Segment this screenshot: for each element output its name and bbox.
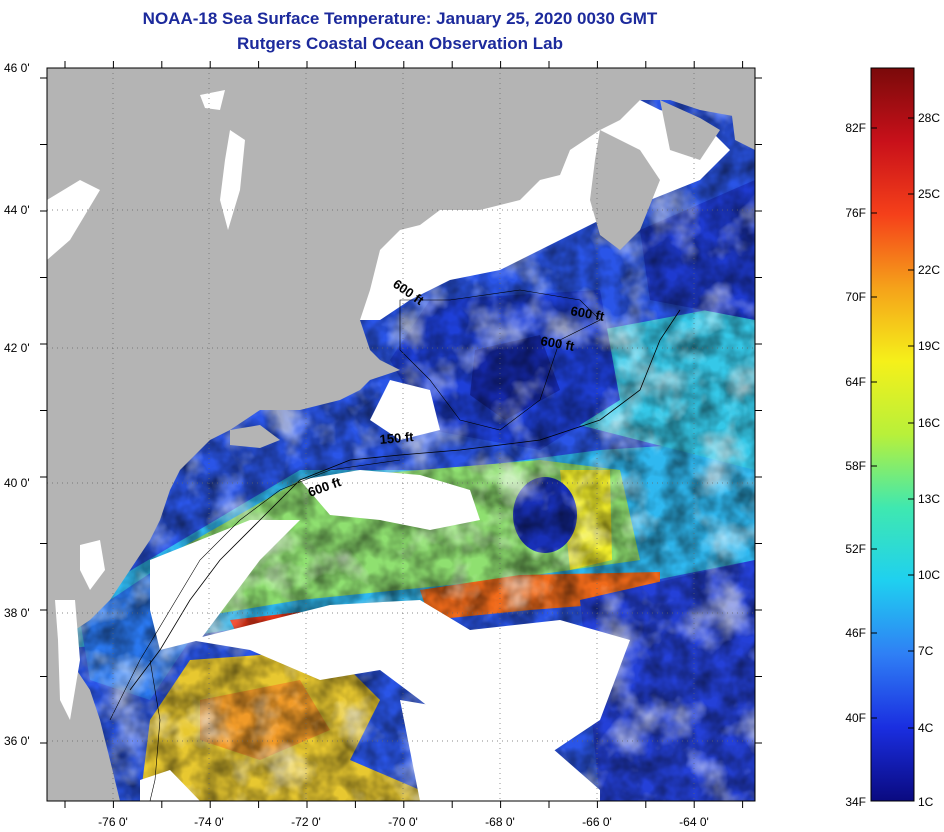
land-mass-cape-breton <box>730 90 755 150</box>
celsius-label: 4C <box>918 721 934 735</box>
delaware-bay <box>80 540 105 590</box>
lake-feature <box>200 90 225 110</box>
fahrenheit-label: 34F <box>845 795 866 809</box>
fahrenheit-scale: 82F 76F 70F 64F 58F 52F 46F 40F 34F <box>845 121 866 809</box>
lon-label: -68 0' <box>485 815 515 829</box>
fahrenheit-label: 52F <box>845 542 866 556</box>
celsius-label: 1C <box>918 795 934 809</box>
fahrenheit-label: 64F <box>845 375 866 389</box>
contour-label: 600 ft <box>569 303 606 324</box>
lat-label: 38 0' <box>4 606 30 620</box>
color-scale-bar: 82F 76F 70F 64F 58F 52F 46F 40F 34F 28C … <box>845 67 940 809</box>
fahrenheit-label: 76F <box>845 206 866 220</box>
map-subtitle: Rutgers Coastal Ocean Observation Lab <box>237 34 563 53</box>
grid-lines <box>47 68 755 801</box>
lon-label: -74 0' <box>194 815 224 829</box>
land-mass-long-island <box>230 425 280 448</box>
latitude-axis: 46 0' 44 0' 42 0' 40 0' 38 0' 36 0' <box>4 61 30 748</box>
celsius-label: 16C <box>918 416 940 430</box>
lat-label: 44 0' <box>4 203 30 217</box>
map-area: 600 ft 600 ft 600 ft 150 ft 600 ft <box>47 68 755 801</box>
celsius-label: 10C <box>918 568 940 582</box>
contour-600ft-shelf <box>129 309 681 691</box>
contour-hatteras <box>149 659 161 801</box>
contour-150ft-shelf <box>109 459 401 721</box>
lon-label: -64 0' <box>679 815 709 829</box>
contour-label: 600 ft <box>539 333 576 354</box>
lake-ontario-area <box>47 180 100 260</box>
fahrenheit-label: 58F <box>845 459 866 473</box>
contour-gulf-of-maine <box>399 289 601 431</box>
celsius-label: 25C <box>918 187 940 201</box>
lon-label: -66 0' <box>582 815 612 829</box>
longitude-axis: -76 0' -74 0' -72 0' -70 0' -68 0' -66 0… <box>98 815 709 829</box>
lake-champlain <box>220 130 245 230</box>
chesapeake-bay <box>55 600 80 720</box>
color-scale-ticks <box>871 117 914 729</box>
fahrenheit-label: 70F <box>845 290 866 304</box>
celsius-label: 13C <box>918 492 940 506</box>
land-mass-us-coast <box>47 68 755 801</box>
lat-label: 40 0' <box>4 476 30 490</box>
lon-label: -76 0' <box>98 815 128 829</box>
land-mass-nova-scotia <box>590 130 660 250</box>
land-mass-pei <box>660 100 720 160</box>
axis-minor-ticks <box>40 61 762 808</box>
fahrenheit-label: 40F <box>845 711 866 725</box>
celsius-label: 7C <box>918 644 934 658</box>
celsius-scale: 28C 25C 22C 19C 16C 13C 10C 7C 4C 1C <box>918 111 940 809</box>
celsius-label: 19C <box>918 339 940 353</box>
lon-label: -72 0' <box>291 815 321 829</box>
fahrenheit-label: 82F <box>845 121 866 135</box>
lat-label: 46 0' <box>4 61 30 75</box>
map-title: NOAA-18 Sea Surface Temperature: January… <box>142 9 658 28</box>
lat-label: 36 0' <box>4 734 30 748</box>
lat-label: 42 0' <box>4 341 30 355</box>
color-scale-gradient <box>870 67 915 802</box>
lon-label: -70 0' <box>388 815 418 829</box>
celsius-label: 28C <box>918 111 940 125</box>
fahrenheit-label: 46F <box>845 626 866 640</box>
celsius-label: 22C <box>918 263 940 277</box>
contour-label: 150 ft <box>379 429 415 447</box>
map-frame <box>46 67 756 802</box>
